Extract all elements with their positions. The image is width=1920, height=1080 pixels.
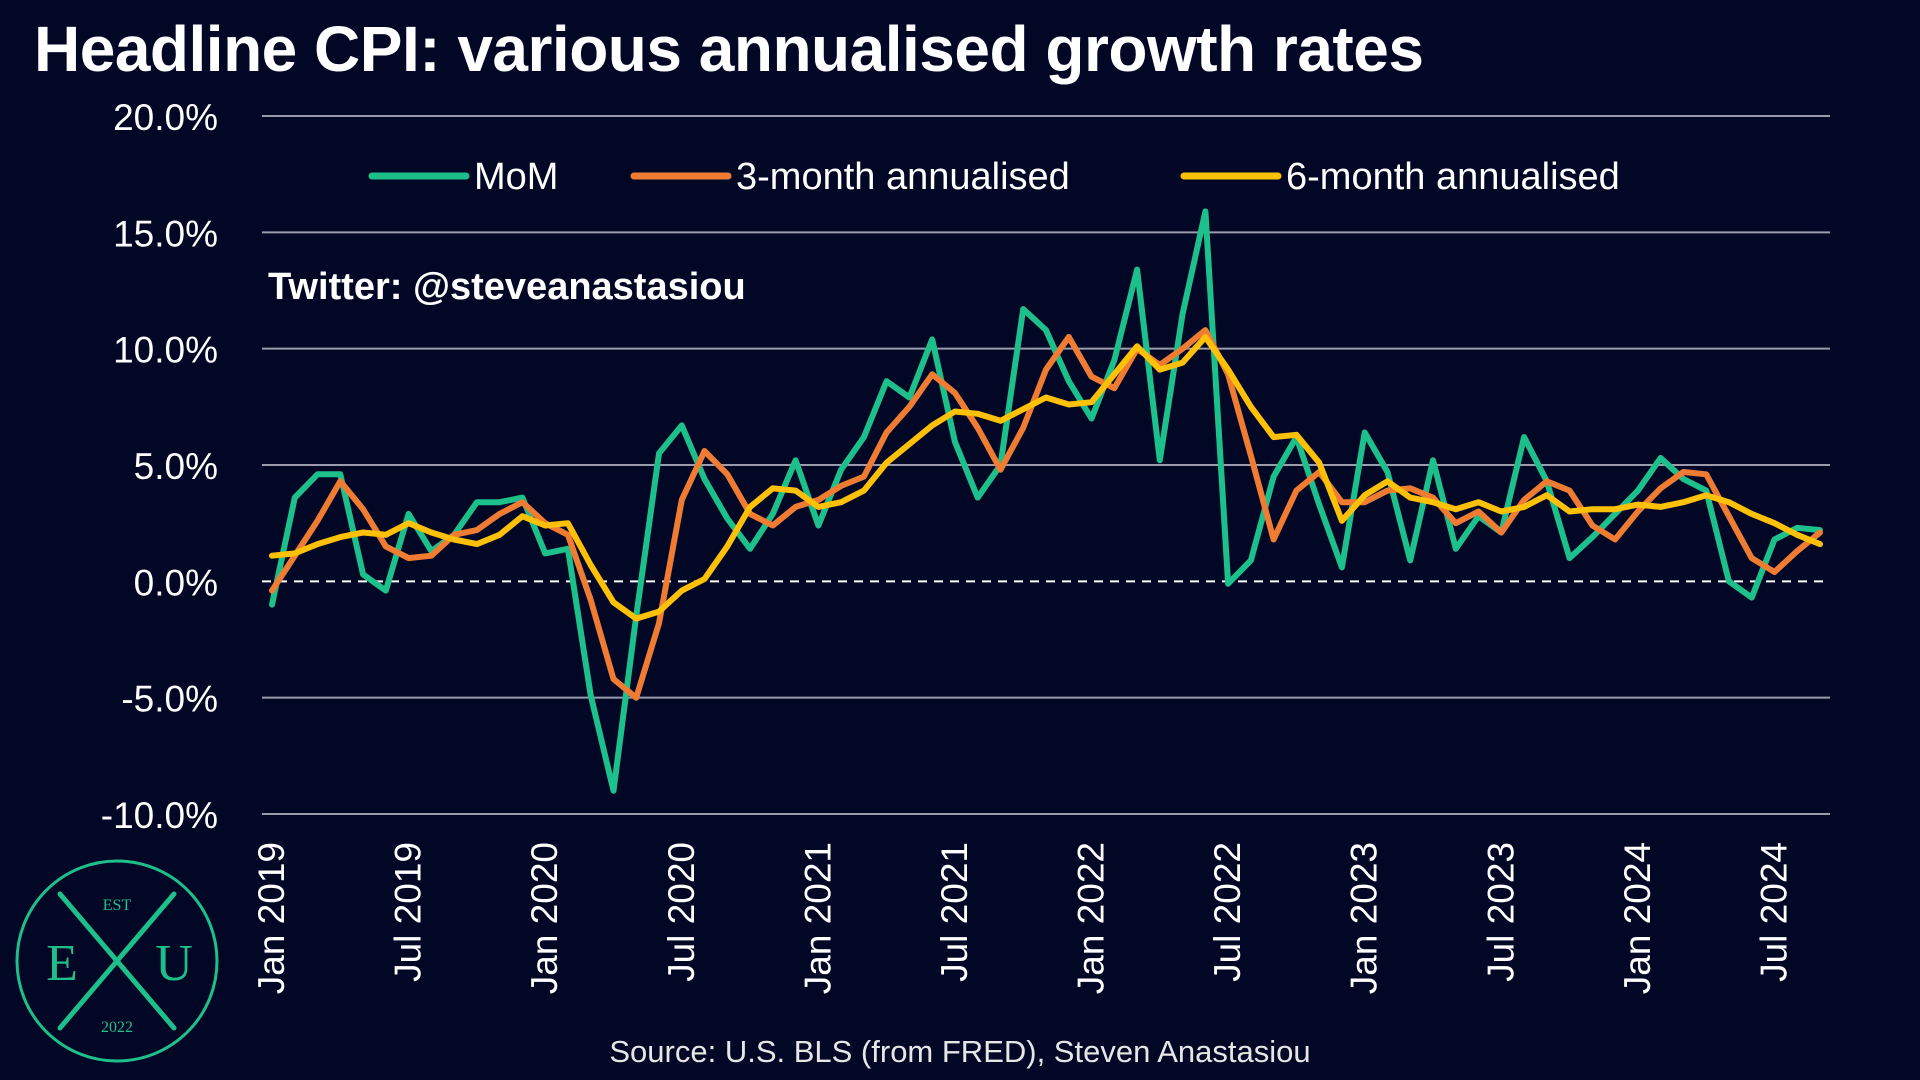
x-tick-label: Jul 2019 [388, 842, 429, 982]
twitter-handle: Twitter: @steveanastasiou [268, 266, 746, 308]
y-tick-label: 20.0% [113, 97, 218, 138]
logo-letter-e: E [46, 935, 78, 992]
y-axis: -10.0% -5.0% 0.0% 5.0% 10.0% 15.0% 20.0% [101, 97, 218, 836]
quill-icon [57, 891, 177, 1031]
legend-label: 3-month annualised [736, 156, 1070, 198]
legend: MoM 3-month annualised 6-month annualised [368, 156, 1620, 198]
y-tick-label: 10.0% [113, 330, 218, 371]
series-lines [269, 208, 1823, 794]
x-tick-label: Jul 2021 [934, 842, 975, 982]
y-tick-label: -10.0% [101, 795, 218, 836]
x-tick-label: Jan 2023 [1344, 842, 1385, 994]
x-tick-label: Jul 2023 [1480, 842, 1521, 982]
chart-title: Headline CPI: various annualised growth … [34, 13, 1424, 85]
series-line-2 [269, 327, 1823, 701]
legend-label: 6-month annualised [1286, 156, 1620, 198]
logo-est: EST [103, 897, 132, 914]
y-tick-label: -5.0% [121, 679, 218, 720]
x-tick-label: Jul 2020 [661, 842, 702, 982]
x-tick-label: Jul 2024 [1753, 842, 1794, 982]
x-tick-label: Jan 2020 [524, 842, 565, 994]
series-line-3 [269, 334, 1823, 622]
grid-lines [262, 115, 1830, 815]
y-tick-label: 15.0% [113, 213, 218, 254]
y-tick-label: 0.0% [134, 562, 218, 603]
x-tick-label: Jul 2022 [1207, 842, 1248, 982]
logo-ring [15, 859, 219, 1063]
legend-label: MoM [474, 156, 558, 198]
x-axis: Jan 2019 Jul 2019 Jan 2020 Jul 2020 Jan 2021… [251, 842, 1794, 994]
logo-year: 2022 [101, 1019, 133, 1036]
source-note: Source: U.S. BLS (from FRED), Steven Ana… [609, 1034, 1311, 1069]
x-tick-label: Jan 2021 [797, 842, 838, 994]
y-tick-label: 5.0% [134, 446, 218, 487]
exu-crossed-quills-logo: EST E U 2022 [15, 859, 219, 1063]
logo-letter-u: U [155, 935, 193, 992]
x-tick-label: Jan 2024 [1617, 842, 1658, 994]
x-tick-label: Jan 2019 [251, 842, 292, 994]
x-tick-label: Jan 2022 [1071, 842, 1112, 994]
